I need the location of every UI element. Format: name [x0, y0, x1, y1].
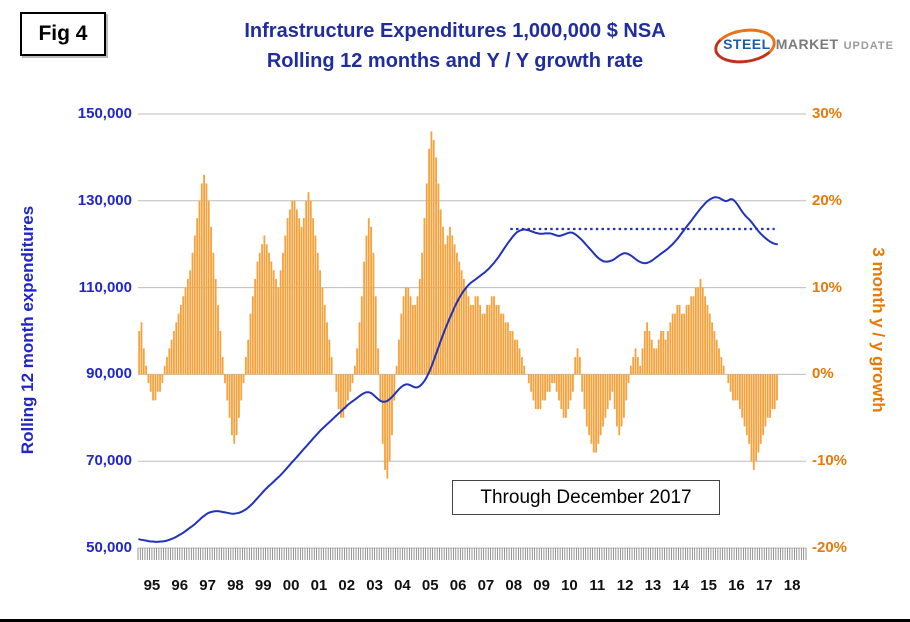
x-axis-year-label: 00 — [282, 577, 300, 594]
left-axis-title: Rolling 12 month expenditures — [18, 205, 37, 455]
right-axis-tick: 30% — [812, 105, 843, 122]
x-axis-year-label: 11 — [589, 577, 606, 594]
x-axis-year-label: 05 — [421, 577, 439, 594]
growth-bars — [138, 131, 778, 479]
x-axis-year-label: 16 — [728, 577, 745, 594]
x-axis-year-label: 04 — [394, 577, 411, 594]
x-axis-year-label: 08 — [505, 577, 523, 594]
bottom-divider — [0, 619, 910, 622]
left-axis-tick: 50,000 — [86, 539, 132, 556]
chart-title-line1: Infrastructure Expenditures 1,000,000 $ … — [244, 20, 666, 42]
left-axis-tick: 150,000 — [77, 105, 132, 122]
right-axis-title: 3 month y / y growth — [869, 247, 888, 413]
x-axis-year-label: 12 — [616, 577, 634, 594]
left-axis-tick: 130,000 — [77, 191, 132, 209]
x-axis-year-label: 17 — [755, 577, 773, 594]
x-axis-year-label: 95 — [143, 577, 161, 594]
x-axis-year-label: 15 — [700, 577, 717, 594]
chart-title-line2: Rolling 12 months and Y / Y growth rate — [266, 50, 644, 72]
x-axis-year-label: 10 — [561, 577, 578, 594]
x-axis-year-label: 13 — [644, 577, 662, 594]
expenditure-line — [138, 196, 778, 543]
figure-label: Fig 4 — [20, 12, 106, 56]
month-tick-marks — [137, 548, 807, 560]
x-axis-year-label: 99 — [254, 577, 272, 594]
logo-text-market: MARKET — [775, 36, 839, 52]
x-axis-year-label: 97 — [199, 577, 216, 594]
x-axis-year-label: 03 — [366, 577, 383, 594]
left-axis-tick: 110,000 — [78, 278, 132, 296]
right-axis-tick: -20% — [812, 539, 848, 556]
left-axis-tick: 90,000 — [86, 365, 132, 383]
x-axis-year-label: 18 — [783, 577, 801, 594]
x-axis-year-label: 06 — [449, 577, 467, 594]
x-axis-year-label: 02 — [338, 577, 356, 594]
right-axis-tick: -10% — [812, 452, 848, 470]
x-axis-year-label: 98 — [227, 577, 244, 594]
x-axis-year-label: 14 — [672, 577, 690, 594]
plot-area — [137, 113, 807, 560]
right-axis-tick: 0% — [812, 365, 834, 383]
right-axis-tick: 20% — [812, 191, 843, 209]
chart-title: Infrastructure Expenditures 1,000,000 $ … — [0, 16, 910, 76]
x-axis-year-label: 01 — [310, 577, 328, 594]
logo-text-update: UPDATE — [843, 40, 894, 52]
x-axis-year-label: 96 — [171, 577, 189, 594]
logo-text-steel: STEEL — [723, 36, 771, 52]
x-axis-year-label: 09 — [533, 577, 550, 594]
right-axis-tick: 10% — [812, 278, 843, 296]
steel-market-update-logo: STEEL MARKET UPDATE — [711, 24, 894, 68]
x-axis-year-label: 07 — [477, 577, 495, 594]
left-axis-tick: 70,000 — [86, 452, 132, 470]
annotation-box: Through December 2017 — [452, 480, 720, 515]
